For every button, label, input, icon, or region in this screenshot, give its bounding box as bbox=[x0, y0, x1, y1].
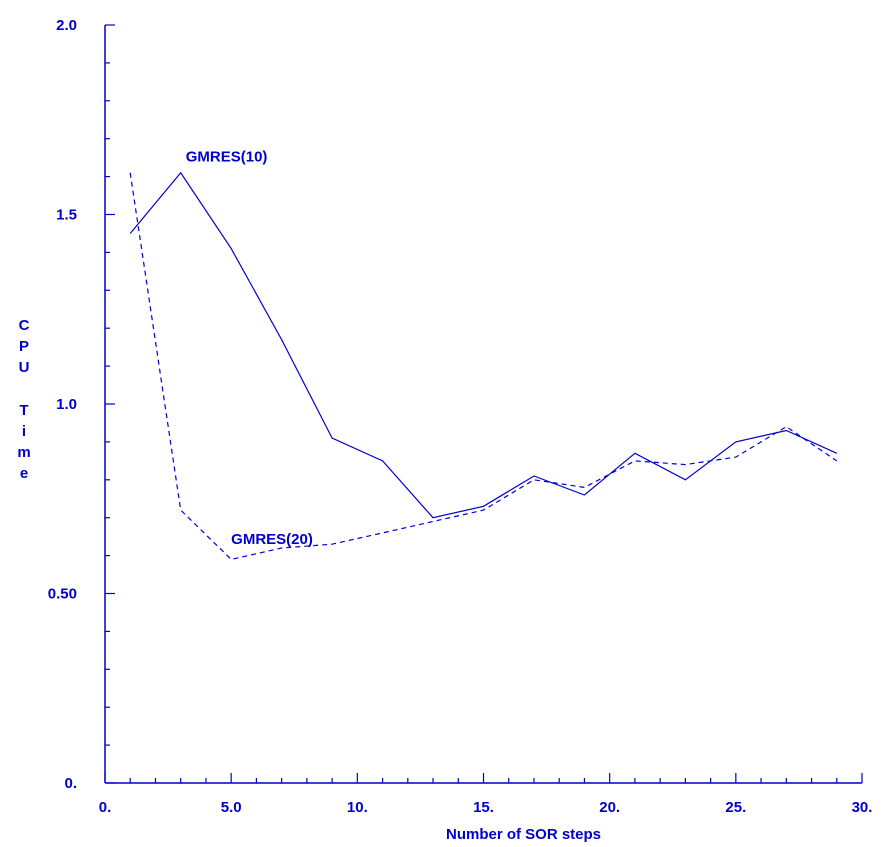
x-tick-label: 30. bbox=[852, 799, 873, 816]
y-axis-title-char: m bbox=[17, 444, 30, 461]
y-tick-label: 1.0 bbox=[56, 396, 77, 413]
x-tick-label: 10. bbox=[347, 799, 368, 816]
y-tick-label: 0. bbox=[64, 775, 77, 792]
x-tick-label: 5.0 bbox=[221, 799, 242, 816]
y-axis-title-char: U bbox=[19, 359, 30, 376]
series-line-gmres-10 bbox=[129, 171, 838, 519]
annotations: GMRES(10) GMRES(20) bbox=[186, 148, 313, 548]
y-axis-title-char: T bbox=[19, 402, 28, 419]
series-group bbox=[129, 171, 838, 561]
series-line-gmres-20 bbox=[129, 172, 838, 561]
y-tick-label: 1.5 bbox=[56, 207, 77, 224]
axes bbox=[104, 25, 862, 784]
series-annotation: GMRES(10) bbox=[186, 148, 268, 165]
x-tick-label: 20. bbox=[599, 799, 620, 816]
y-tick-label: 0.50 bbox=[48, 586, 77, 603]
y-tick-label: 2.0 bbox=[56, 17, 77, 34]
x-tick-label: 25. bbox=[725, 799, 746, 816]
y-axis-title-char: i bbox=[22, 423, 26, 440]
x-axis-title: Number of SOR steps bbox=[446, 826, 601, 843]
y-axis-title-char: e bbox=[20, 465, 28, 482]
ticks: 0. 0.50 1.0 1.5 2.0 0. 5.0 10. 15. 20. 25. 30. bbox=[48, 17, 873, 816]
y-axis-title-char: C bbox=[19, 317, 30, 334]
y-axis-title-char: P bbox=[19, 338, 29, 355]
series-annotation: GMRES(20) bbox=[231, 531, 313, 548]
x-tick-label: 15. bbox=[473, 799, 494, 816]
x-tick-label: 0. bbox=[99, 799, 112, 816]
